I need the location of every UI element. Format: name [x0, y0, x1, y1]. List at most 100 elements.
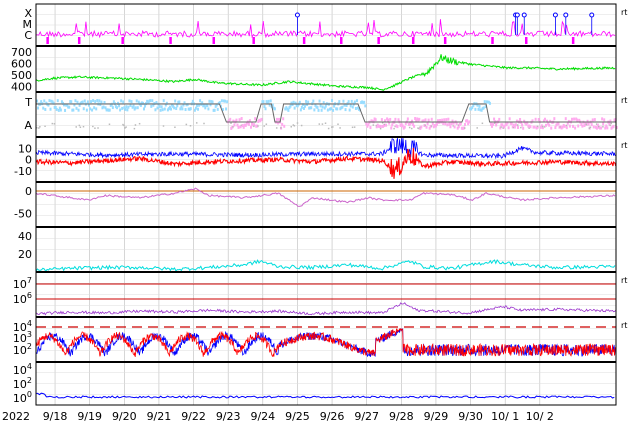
sector-dot	[513, 125, 516, 129]
y-tick-T: T	[24, 96, 32, 109]
sector-dot	[563, 124, 566, 128]
sector-dot	[331, 99, 334, 103]
sector-dot	[439, 118, 442, 122]
sector-dot	[393, 127, 395, 130]
sector-dot	[107, 108, 110, 112]
sector-dot	[127, 105, 130, 109]
sector-dot	[413, 124, 416, 128]
sector-dot	[528, 127, 530, 129]
y-tick-40: 40	[18, 230, 32, 243]
sector-dot	[526, 121, 529, 125]
dst-series	[35, 187, 616, 207]
sector-dot	[567, 119, 570, 123]
sector-dot	[460, 126, 463, 130]
sector-dot	[108, 123, 111, 126]
sector-dot	[573, 117, 576, 121]
sector-dot	[85, 108, 88, 112]
sector-dot	[129, 103, 132, 107]
sector-dot	[211, 100, 214, 104]
sector-dot	[519, 118, 522, 122]
sector-dot	[465, 119, 468, 123]
sector-dot	[411, 127, 413, 130]
sector-dot	[207, 107, 210, 111]
sector-dot	[168, 105, 171, 109]
x-tick-label: 9/20	[112, 410, 137, 423]
flare-bar	[491, 37, 494, 44]
sector-dot	[418, 117, 421, 121]
sector-dot	[293, 125, 296, 127]
sector-dot	[278, 117, 281, 121]
sector-dot	[366, 124, 369, 128]
sector-dot	[79, 101, 82, 105]
sector-dot	[318, 123, 321, 125]
sector-dot	[476, 127, 478, 129]
sector-dot	[422, 119, 425, 123]
year-label: 2022	[2, 410, 30, 423]
sector-dot	[213, 108, 216, 112]
y-tick-500: 500	[11, 69, 32, 82]
sector-dot	[256, 124, 259, 128]
sector-dot	[77, 108, 80, 112]
x-tick-label: 9/23	[216, 410, 241, 423]
sector-dot	[236, 123, 239, 127]
sector-dot	[92, 125, 94, 128]
y-tick-10: 10	[18, 142, 32, 155]
sector-dot	[353, 100, 356, 104]
sector-dot	[355, 99, 358, 103]
sector-dot	[535, 126, 538, 130]
sector-dot	[424, 124, 427, 127]
sector-dot	[472, 104, 475, 108]
sector-dot	[51, 100, 54, 104]
sector-dot	[369, 126, 372, 130]
sector-dot	[314, 103, 317, 107]
sector-dot	[316, 105, 319, 109]
sector-dot	[281, 122, 284, 126]
sector-dot	[553, 117, 556, 121]
sector-dot	[602, 122, 605, 126]
sector-dot	[322, 101, 325, 105]
sector-dot	[71, 108, 74, 112]
sector-dot	[502, 127, 504, 129]
sector-dot	[39, 126, 41, 128]
flare-bar	[169, 37, 172, 44]
sector-dot	[87, 103, 90, 107]
sector-dot	[216, 107, 219, 111]
sector-dot	[53, 123, 56, 125]
sector-dot	[172, 104, 175, 108]
sector-dot	[447, 117, 450, 121]
sector-dot	[295, 104, 298, 108]
sector-dot	[220, 99, 223, 103]
sector-dot	[150, 104, 153, 108]
sector-dot	[91, 108, 94, 112]
sector-dot	[185, 103, 188, 107]
x-tick-labels: 9/18 9/19 9/20 9/21 9/22 9/23 9/24 9/25 9/26 9/27…	[2, 410, 554, 423]
sector-dot	[516, 126, 519, 130]
sector-dot	[181, 107, 184, 111]
sector-dot	[106, 108, 109, 112]
sector-dot	[245, 121, 248, 125]
sector-dot	[122, 123, 124, 126]
sector-dot	[285, 106, 288, 110]
sector-dot	[86, 100, 89, 104]
sector-dot	[232, 119, 235, 123]
sector-dot	[529, 125, 532, 129]
sector-dot	[151, 99, 154, 103]
sector-dot	[462, 126, 465, 130]
sector-dot	[572, 124, 575, 128]
sector-dot	[165, 101, 168, 105]
sector-dot	[38, 127, 40, 129]
sector-dot	[205, 104, 208, 108]
sector-dot	[248, 119, 251, 123]
sector-dot	[287, 108, 290, 112]
sector-dot	[599, 126, 602, 130]
sector-dot	[431, 121, 434, 125]
sector-dot	[228, 119, 231, 123]
sector-dot	[82, 107, 85, 111]
sector-dot	[396, 125, 399, 129]
sector-dot	[103, 100, 106, 104]
sector-dot	[407, 122, 410, 126]
sector-dot	[390, 126, 393, 130]
y-tick-10e2: 102	[13, 376, 32, 391]
sector-dot	[101, 106, 104, 110]
sector-dot	[114, 105, 117, 109]
